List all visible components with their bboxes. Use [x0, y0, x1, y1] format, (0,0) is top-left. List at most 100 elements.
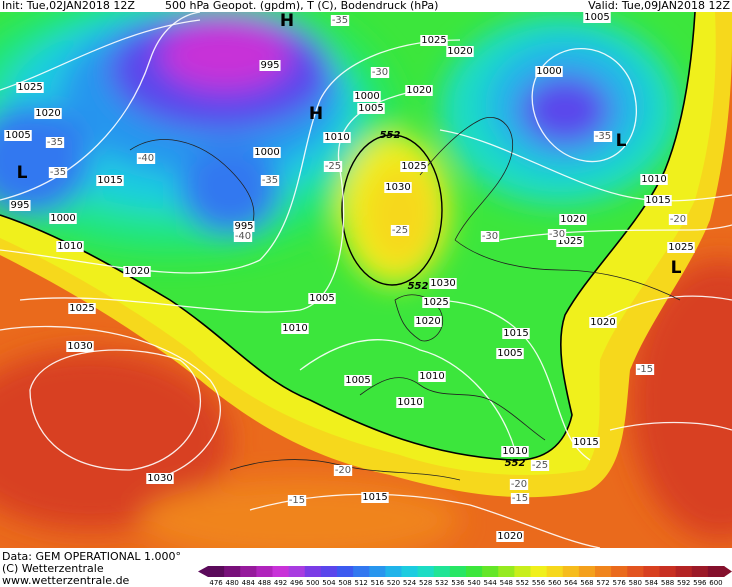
isobar-label-box — [281, 323, 309, 334]
isobar-label-box — [559, 214, 587, 225]
pressure-center: L — [616, 131, 627, 151]
isobar-label: 1030 — [430, 278, 455, 289]
isobar-label: 995 — [234, 221, 253, 232]
pressure-center: H — [309, 104, 323, 124]
color-swatch — [482, 566, 499, 577]
temperature-label: -30 — [372, 67, 388, 78]
color-bar-label: 556 — [532, 579, 546, 587]
color-swatch — [691, 566, 709, 577]
isobar-label: 1000 — [254, 147, 279, 158]
color-bar-label: 568 — [580, 579, 593, 587]
isobar-label: 995 — [10, 200, 29, 211]
color-bar-label: 548 — [500, 579, 513, 587]
temperature-label-box — [530, 460, 550, 471]
color-swatch — [514, 566, 531, 577]
isobar-label: 1025 — [401, 161, 426, 172]
color-swatch — [369, 566, 386, 577]
temperature-label: -35 — [262, 175, 278, 186]
pressure-center: H — [280, 11, 294, 31]
isobar-label-box — [49, 213, 77, 224]
color-swatch — [546, 566, 564, 577]
isobar-label: 1025 — [17, 82, 42, 93]
color-bar-left-arrow — [198, 566, 208, 577]
color-bar-label: 496 — [290, 579, 304, 587]
temperature-label: -25 — [325, 161, 341, 172]
isobar-label-box — [583, 12, 611, 23]
temperature-label: -25 — [392, 225, 408, 236]
isobar-label-box — [405, 85, 433, 96]
temperature-label-box — [668, 214, 688, 225]
color-swatch — [643, 566, 660, 577]
isobar-label: 1020 — [124, 266, 149, 277]
isobar-label-box — [253, 147, 281, 158]
color-swatch — [449, 566, 467, 577]
isobar-label: 995 — [260, 60, 279, 71]
temperature-label-box — [635, 364, 655, 375]
isobar-label-box — [446, 46, 474, 57]
isobar-label-box — [496, 348, 524, 359]
isobar-label: 1010 — [397, 397, 422, 408]
isobar-label: 1005 — [309, 293, 334, 304]
isobar-label: 1015 — [645, 195, 670, 206]
color-swatch — [256, 566, 273, 577]
color-swatch — [627, 566, 644, 577]
color-bar-label: 584 — [645, 579, 659, 587]
color-bar-label: 480 — [226, 579, 239, 587]
temperature-label-box — [593, 131, 613, 142]
color-swatch — [240, 566, 257, 577]
isobar-label: 1015 — [97, 175, 122, 186]
isobar-label: 1020 — [415, 316, 440, 327]
color-swatch — [562, 566, 580, 577]
color-bar-label: 580 — [629, 579, 642, 587]
isobar-label: 1015 — [362, 492, 387, 503]
pressure-center: L — [671, 258, 682, 278]
temperature-label-box — [333, 465, 353, 476]
temperature-label-box — [260, 175, 280, 186]
color-bar-label: 516 — [371, 579, 385, 587]
isobar-label: 1005 — [497, 348, 522, 359]
isobar-label: 1020 — [590, 317, 615, 328]
color-bar-label: 520 — [387, 579, 400, 587]
color-bar-label: 540 — [467, 579, 480, 587]
temperature-label: -35 — [47, 137, 63, 148]
isobar-label-box — [308, 293, 336, 304]
color-bar-label: 560 — [548, 579, 561, 587]
isobar-label-box — [418, 371, 446, 382]
isobar-label: 1010 — [282, 323, 307, 334]
isobar-label-box — [16, 82, 44, 93]
color-bar-label: 524 — [403, 579, 417, 587]
temperature-label: -15 — [512, 493, 528, 504]
isobar-label: 1005 — [5, 130, 30, 141]
color-bar-label: 596 — [693, 579, 707, 587]
isobar-label-box — [259, 60, 281, 71]
color-bar-label: 512 — [355, 579, 368, 587]
isobar-label-box — [640, 174, 668, 185]
isobar-label-box — [323, 132, 351, 143]
isobar-label-box — [496, 531, 524, 542]
isobar-label: 1025 — [69, 303, 94, 314]
color-swatch — [417, 566, 435, 577]
isobar-label: 1030 — [67, 341, 92, 352]
temperature-label-box — [547, 229, 567, 240]
isobar-label-box — [68, 303, 96, 314]
temperature-label: -35 — [332, 15, 348, 26]
isobar-label: 1005 — [345, 375, 370, 386]
temperature-label-box — [509, 479, 529, 490]
temperature-label: -30 — [482, 231, 498, 242]
color-bar-label: 592 — [677, 579, 690, 587]
isobar-label: 1010 — [641, 174, 666, 185]
color-bar-label: 600 — [709, 579, 722, 587]
isobar-label-box — [589, 317, 617, 328]
color-bar-label: 476 — [209, 579, 223, 587]
header-bar — [0, 0, 732, 12]
contour-552-label: 552 — [505, 458, 526, 469]
isobar-label: 1015 — [503, 328, 528, 339]
color-bar-label: 492 — [274, 579, 287, 587]
color-swatch — [208, 566, 225, 577]
color-swatch — [466, 566, 483, 577]
temperature-label: -20 — [670, 214, 686, 225]
temperature-label: -15 — [637, 364, 653, 375]
temperature-label-box — [510, 493, 530, 504]
isobar-label-box — [233, 221, 255, 232]
isobar-label-box — [344, 375, 372, 386]
